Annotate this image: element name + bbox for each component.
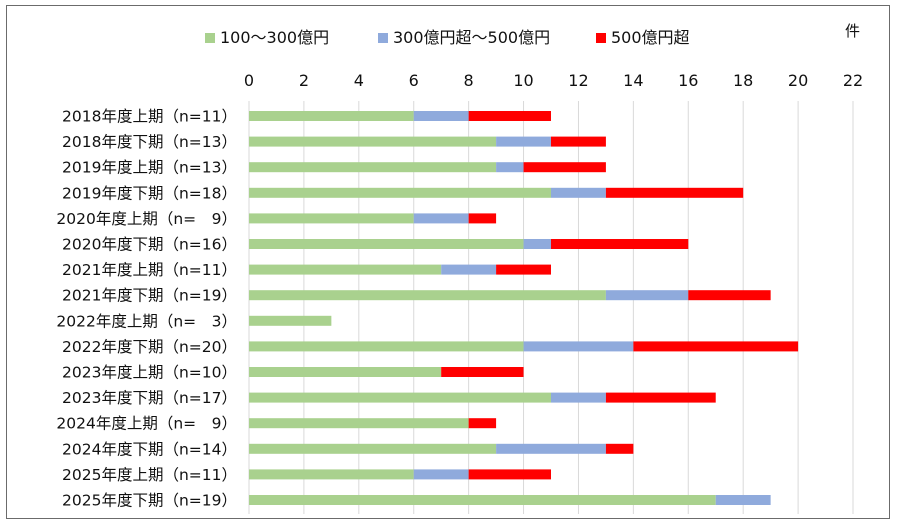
legend-label-1: 300億円超～500億円 — [393, 28, 550, 47]
bar-6-series-2 — [496, 264, 551, 275]
bar-14-series-1 — [413, 469, 469, 480]
legend-swatch-1 — [378, 33, 388, 43]
category-label-0: 2018年度上期（n=11） — [62, 108, 237, 126]
legend-label-2: 500億円超 — [611, 28, 690, 47]
bar-7-series-1 — [605, 290, 689, 301]
bar-1-series-1 — [496, 136, 551, 147]
bar-0-series-0 — [249, 111, 414, 121]
x-tick-label-18: 18 — [733, 71, 753, 90]
x-tick-label-4: 4 — [354, 71, 364, 90]
category-label-11: 2023年度下期（n=17） — [62, 389, 237, 407]
x-tick-label-20: 20 — [788, 71, 808, 90]
bar-13-series-0 — [249, 443, 497, 454]
bar-3-series-1 — [551, 187, 606, 198]
bar-15-series-1 — [715, 495, 771, 505]
category-labels: 2018年度上期（n=11） 2018年度下期（n=13） 2019年度上期（n=1… — [56, 108, 237, 510]
chart-frame: 100～300億円 300億円超～500億円 500億円超 件 0 2 4 6 8 10 12 1… — [6, 5, 890, 519]
category-label-6: 2021年度上期（n=11） — [62, 261, 237, 279]
bar-2-series-0 — [249, 162, 497, 173]
bar-5-series-0 — [249, 239, 524, 249]
category-label-13: 2024年度下期（n=14） — [62, 440, 237, 458]
x-axis-ticks: 0 2 4 6 8 10 12 14 16 18 20 22 — [244, 71, 863, 90]
legend-label-0: 100～300億円 — [220, 28, 329, 47]
x-tick-label-0: 0 — [244, 71, 254, 90]
bar-1-series-2 — [551, 136, 606, 147]
bar-4-series-2 — [468, 213, 497, 224]
category-label-3: 2019年度下期（n=18） — [62, 184, 237, 202]
bar-9-series-2 — [633, 341, 799, 352]
bar-4-series-1 — [413, 213, 469, 224]
unit-label: 件 — [845, 22, 860, 40]
bar-4-series-0 — [249, 213, 414, 224]
bar-12-series-2 — [468, 418, 497, 429]
bar-12-series-0 — [249, 418, 469, 429]
bar-14-series-2 — [468, 469, 551, 480]
x-tick-label-12: 12 — [568, 71, 588, 90]
bar-13-series-1 — [496, 443, 606, 454]
bar-10-series-0 — [249, 367, 442, 377]
category-label-2: 2019年度上期（n=13） — [62, 159, 237, 177]
stacked-bar-chart: 100～300億円 300億円超～500億円 500億円超 件 0 2 4 6 8 10 12 1… — [56, 22, 863, 514]
category-label-4: 2020年度上期（n= 9） — [56, 210, 237, 228]
category-label-14: 2025年度上期（n=11） — [62, 466, 237, 484]
bar-3-series-0 — [249, 187, 551, 198]
category-label-9: 2022年度下期（n=20） — [62, 338, 237, 356]
bar-11-series-0 — [249, 392, 551, 403]
bar-13-series-2 — [605, 443, 634, 454]
bar-0-series-2 — [468, 111, 551, 121]
bar-2-series-1 — [496, 162, 524, 173]
legend: 100～300億円 300億円超～500億円 500億円超 — [205, 28, 690, 47]
bar-14-series-0 — [249, 469, 414, 480]
category-label-10: 2023年度上期（n=10） — [62, 364, 237, 382]
bar-9-series-0 — [249, 341, 524, 352]
bar-11-series-1 — [551, 392, 606, 403]
x-tick-label-16: 16 — [678, 71, 698, 90]
category-label-8: 2022年度上期（n= 3） — [56, 312, 237, 330]
bar-5-series-1 — [523, 239, 551, 249]
bar-5-series-2 — [551, 239, 689, 249]
category-label-5: 2020年度下期（n=16） — [62, 236, 237, 254]
legend-swatch-2 — [596, 33, 606, 43]
bar-6-series-1 — [441, 264, 497, 275]
x-tick-label-14: 14 — [623, 71, 643, 90]
bar-10-series-2 — [441, 367, 524, 377]
bar-6-series-0 — [249, 264, 442, 275]
x-tick-label-2: 2 — [299, 71, 309, 90]
x-tick-label-10: 10 — [513, 71, 533, 90]
bar-9-series-1 — [523, 341, 634, 352]
bar-7-series-2 — [688, 290, 771, 301]
bar-0-series-1 — [413, 111, 469, 121]
bar-7-series-0 — [249, 290, 606, 301]
legend-swatch-0 — [205, 33, 215, 43]
bar-3-series-2 — [605, 187, 744, 198]
x-tick-label-8: 8 — [464, 71, 474, 90]
bar-11-series-2 — [605, 392, 716, 403]
x-tick-label-22: 22 — [843, 71, 863, 90]
category-label-12: 2024年度上期（n= 9） — [56, 415, 237, 433]
bar-15-series-0 — [249, 495, 716, 505]
x-tick-label-6: 6 — [409, 71, 419, 90]
bar-1-series-0 — [249, 136, 497, 147]
category-label-1: 2018年度下期（n=13） — [62, 133, 237, 151]
category-label-7: 2021年度下期（n=19） — [62, 287, 237, 305]
bar-8-series-0 — [249, 315, 332, 326]
bar-2-series-2 — [523, 162, 606, 173]
category-label-15: 2025年度下期（n=19） — [62, 492, 237, 510]
bars — [249, 111, 799, 505]
